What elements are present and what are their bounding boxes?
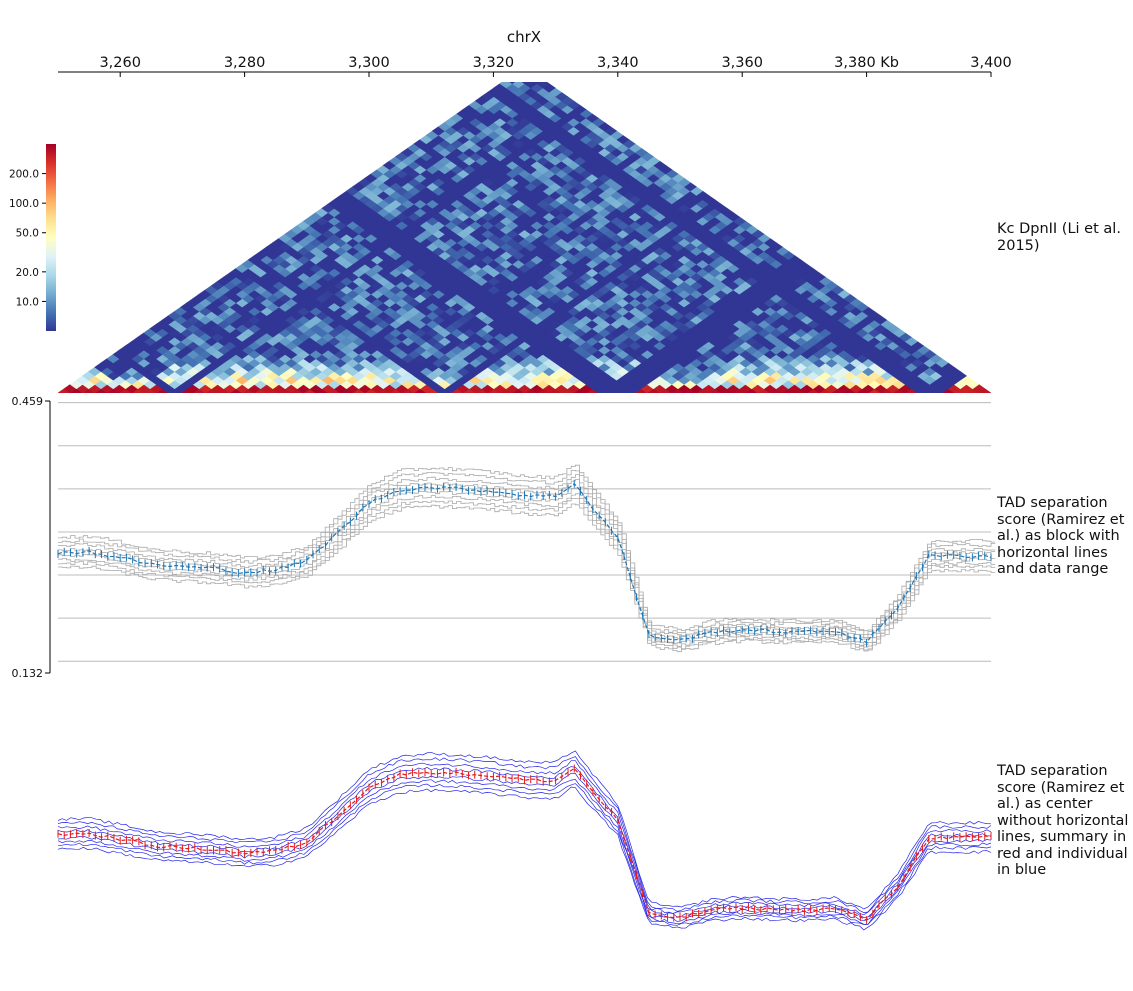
individual-score-line xyxy=(58,464,996,632)
hic-cell xyxy=(509,82,516,85)
axis-tick-label: 3,260 xyxy=(99,55,141,71)
tad-center-track-label: TAD separation score (Ramirez et al.) as… xyxy=(997,763,1129,878)
genome-axis: chrX 3,260 3,280 3,300 3,320 3,340 3,360 3,380… xyxy=(58,28,1012,77)
score-ytick-label-min: 0.132 xyxy=(12,667,44,680)
individual-score-line xyxy=(58,470,996,635)
tad-block-track-label: TAD separation score (Ramirez et al.) as… xyxy=(997,495,1125,577)
individual-score-line xyxy=(58,493,996,648)
colorbar-tick-label: 200.0 xyxy=(9,169,39,181)
axis-tick-label: 3,360 xyxy=(721,55,763,71)
hic-heatmap xyxy=(58,66,991,393)
individual-score-line xyxy=(57,772,992,922)
individual-score-line xyxy=(58,487,996,645)
individual-score-line xyxy=(57,786,992,931)
summary-score-line xyxy=(57,482,992,644)
axis-title: chrX xyxy=(507,28,541,46)
colorbar-gradient xyxy=(46,144,56,331)
individual-score-line xyxy=(58,474,996,639)
summary-score-line xyxy=(57,767,992,921)
individual-score-line xyxy=(57,783,992,926)
tad-score-center-track xyxy=(57,750,992,931)
individual-score-line xyxy=(58,503,996,653)
individual-score-line xyxy=(57,750,992,910)
individual-score-line xyxy=(57,766,992,918)
axis-tick-label: 3,400 xyxy=(970,55,1012,71)
individual-score-line xyxy=(58,479,996,640)
colorbar-tick-label: 50.0 xyxy=(16,228,39,240)
hic-cell xyxy=(518,66,530,75)
score-ytick-label-max: 0.459 xyxy=(12,395,44,408)
colorbar-tick-label: 100.0 xyxy=(9,198,39,210)
hic-track-label: Kc DpnII (Li et al. 2015) xyxy=(997,221,1121,254)
individual-score-line xyxy=(57,779,992,925)
hic-cell xyxy=(521,82,528,85)
axis-tick-label: 3,300 xyxy=(348,55,390,71)
colorbar-tick-label: 20.0 xyxy=(16,267,39,279)
hic-cell xyxy=(533,82,540,85)
tad-score-block-track: 0.459 0.132 xyxy=(12,395,996,680)
colorbar-tick-label: 10.0 xyxy=(16,296,39,308)
axis-tick-label: 3,380 Kb xyxy=(834,55,899,71)
axis-tick-label: 3,280 xyxy=(224,55,266,71)
axis-tick-label: 3,340 xyxy=(597,55,639,71)
individual-score-line xyxy=(58,498,996,651)
individual-score-line xyxy=(57,756,992,913)
colorbar: 200.0 100.0 50.0 20.0 10.0 xyxy=(9,144,56,331)
axis-tick-label: 3,320 xyxy=(473,55,515,71)
